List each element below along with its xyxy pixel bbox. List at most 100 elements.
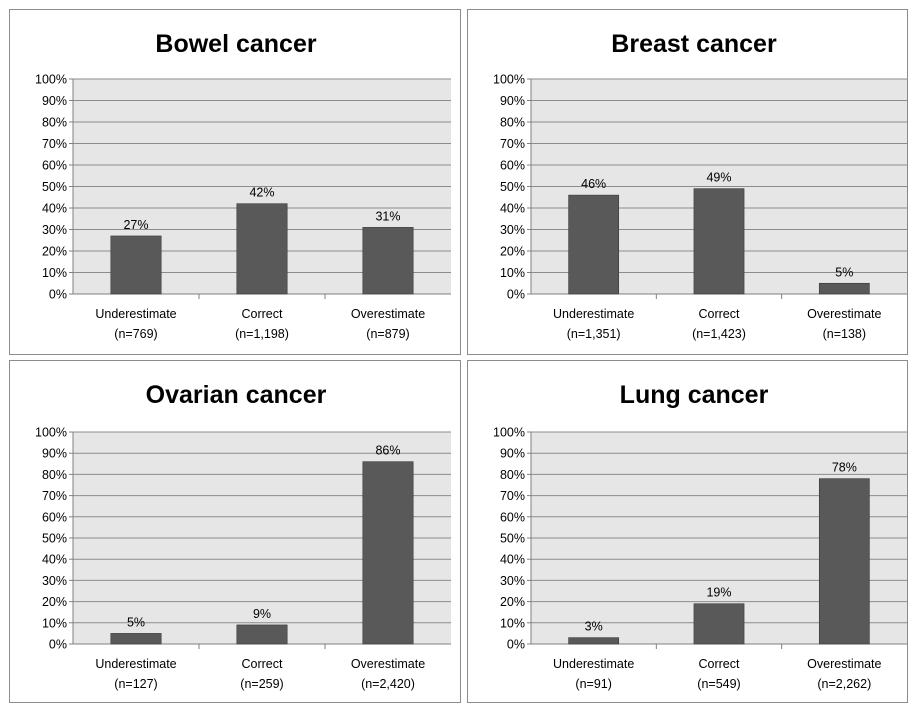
y-tick-label: 0% xyxy=(49,288,67,302)
y-tick-label: 60% xyxy=(500,159,525,173)
y-tick-label: 90% xyxy=(42,447,67,461)
data-label: 78% xyxy=(832,461,857,475)
y-tick-label: 10% xyxy=(500,266,525,280)
chart-title: Breast cancer xyxy=(611,30,777,58)
bar-overestimate xyxy=(362,227,414,295)
category-label: Underestimate xyxy=(95,657,176,671)
bar-chart-bowel: Bowel cancer 0% 10% 20% 30% 40% 50% 60% 70% 80% 90… xyxy=(35,30,451,341)
y-tick-label: 100% xyxy=(493,426,525,440)
y-tick-label: 90% xyxy=(500,94,525,108)
category-count-label: (n=1,198) xyxy=(235,327,289,341)
bar-chart-lung: Lung cancer 0% 10% 20% 30% 40% 50% 60% 70% 80% 90%… xyxy=(493,381,907,691)
chart-panel-breast: Breast cancer 0% 10% 20% 30% 40% 50% 60% 70% 80% 9… xyxy=(467,9,908,355)
y-tick-label: 40% xyxy=(500,553,525,567)
bar-underestimate xyxy=(110,633,162,645)
y-tick-label: 80% xyxy=(42,116,67,130)
y-tick-label: 70% xyxy=(42,137,67,151)
data-label: 27% xyxy=(123,218,148,232)
y-tick-label: 0% xyxy=(507,288,525,302)
y-tick-label: 50% xyxy=(500,532,525,546)
y-tick-label: 20% xyxy=(42,245,67,259)
y-tick-label: 10% xyxy=(42,616,67,630)
data-label: 9% xyxy=(253,607,271,621)
category-label: Underestimate xyxy=(95,307,176,321)
category-count-label: (n=879) xyxy=(366,327,409,341)
category-label: Overestimate xyxy=(351,307,425,321)
y-tick-label: 80% xyxy=(500,468,525,482)
y-tick-label: 20% xyxy=(500,245,525,259)
y-tick-label: 30% xyxy=(42,223,67,237)
y-tick-label: 100% xyxy=(35,426,67,440)
category-count-label: (n=91) xyxy=(575,677,611,691)
category-label: Correct xyxy=(699,657,741,671)
y-tick-label: 40% xyxy=(500,202,525,216)
y-tick-label: 60% xyxy=(42,510,67,524)
y-tick-label: 100% xyxy=(493,73,525,87)
category-label: Underestimate xyxy=(553,657,634,671)
data-label: 49% xyxy=(706,171,731,185)
bar-chart-ovarian: Ovarian cancer 0% 10% 20% 30% 40% 50% 60% 70% 80%… xyxy=(35,381,451,691)
chart-title: Bowel cancer xyxy=(155,30,316,58)
y-tick-label: 20% xyxy=(500,595,525,609)
bar-chart-breast: Breast cancer 0% 10% 20% 30% 40% 50% 60% 70% 80% 9… xyxy=(493,30,907,341)
y-tick-label: 0% xyxy=(49,638,67,652)
category-count-label: (n=549) xyxy=(697,677,740,691)
category-label: Correct xyxy=(242,657,284,671)
category-count-label: (n=2,262) xyxy=(817,677,871,691)
y-tick-label: 20% xyxy=(42,595,67,609)
y-tick-label: 0% xyxy=(507,638,525,652)
bar-overestimate xyxy=(362,461,414,645)
y-tick-label: 40% xyxy=(42,553,67,567)
y-tick-label: 30% xyxy=(42,574,67,588)
y-tick-label: 60% xyxy=(500,510,525,524)
y-tick-label: 80% xyxy=(500,116,525,130)
category-label: Overestimate xyxy=(807,307,881,321)
data-label: 19% xyxy=(706,586,731,600)
data-label: 86% xyxy=(375,444,400,458)
y-tick-label: 70% xyxy=(42,489,67,503)
data-label: 3% xyxy=(585,620,603,634)
category-label: Correct xyxy=(699,307,741,321)
category-count-label: (n=138) xyxy=(823,327,866,341)
chart-title: Ovarian cancer xyxy=(146,381,327,409)
y-tick-label: 70% xyxy=(500,137,525,151)
category-count-label: (n=1,423) xyxy=(692,327,746,341)
bar-underestimate xyxy=(568,194,620,295)
y-tick-label: 40% xyxy=(42,202,67,216)
y-tick-label: 70% xyxy=(500,489,525,503)
bar-correct xyxy=(693,603,745,645)
y-tick-label: 50% xyxy=(500,180,525,194)
bar-underestimate xyxy=(568,637,620,645)
y-tick-label: 80% xyxy=(42,468,67,482)
category-count-label: (n=769) xyxy=(114,327,157,341)
bar-overestimate xyxy=(818,282,870,295)
y-tick-label: 90% xyxy=(42,94,67,108)
bar-correct xyxy=(693,188,745,295)
y-tick-label: 50% xyxy=(42,532,67,546)
category-label: Overestimate xyxy=(807,657,881,671)
category-label: Overestimate xyxy=(351,657,425,671)
chart-title: Lung cancer xyxy=(620,381,769,409)
category-label: Underestimate xyxy=(553,307,634,321)
data-label: 5% xyxy=(835,265,853,279)
y-tick-label: 30% xyxy=(500,223,525,237)
bar-overestimate xyxy=(818,478,870,645)
chart-panel-lung: Lung cancer 0% 10% 20% 30% 40% 50% 60% 70% 80% 90%… xyxy=(467,360,908,703)
data-label: 42% xyxy=(249,186,274,200)
y-tick-label: 60% xyxy=(42,159,67,173)
category-count-label: (n=259) xyxy=(240,677,283,691)
y-tick-label: 100% xyxy=(35,73,67,87)
category-label: Correct xyxy=(242,307,284,321)
chart-panel-ovarian: Ovarian cancer 0% 10% 20% 30% 40% 50% 60% 70% 80%… xyxy=(9,360,461,703)
category-count-label: (n=1,351) xyxy=(567,327,621,341)
y-tick-label: 50% xyxy=(42,180,67,194)
data-label: 31% xyxy=(375,209,400,223)
data-label: 5% xyxy=(127,615,145,629)
y-tick-label: 10% xyxy=(500,616,525,630)
y-tick-label: 90% xyxy=(500,447,525,461)
category-count-label: (n=2,420) xyxy=(361,677,415,691)
bar-underestimate xyxy=(110,235,162,295)
y-tick-label: 10% xyxy=(42,266,67,280)
y-tick-label: 30% xyxy=(500,574,525,588)
data-label: 46% xyxy=(581,177,606,191)
